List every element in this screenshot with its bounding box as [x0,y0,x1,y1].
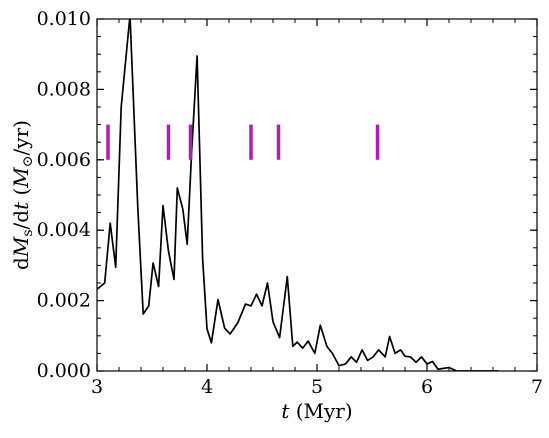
x-tick-label: 5 [311,376,323,398]
y-tick-label: 0.010 [37,8,91,30]
plot-frame [96,18,538,372]
x-tick-label: 6 [421,376,433,398]
y-tick-label: 0.004 [37,219,91,241]
series-line [97,19,499,371]
x-axis-label: t (Myr) [281,399,352,423]
y-tick-label: 0.008 [37,78,91,100]
y-tick-label: 0.006 [37,149,91,171]
y-axis-label: dMs/dt (M⊙/yr) [9,120,36,270]
x-tick-label: 7 [531,376,543,398]
y-tick-label: 0.002 [37,290,91,312]
x-tick-label: 4 [201,376,213,398]
y-tick-label: 0.000 [37,360,91,382]
x-tick-label: 3 [91,376,103,398]
series-layer [97,19,499,371]
y-tick-labels: 0.000 0.002 0.004 0.006 0.008 0.010 [37,8,91,382]
axis-ticks [96,18,538,372]
marker-layer [106,124,380,160]
x-tick-labels: 3 4 5 6 7 [91,376,543,398]
